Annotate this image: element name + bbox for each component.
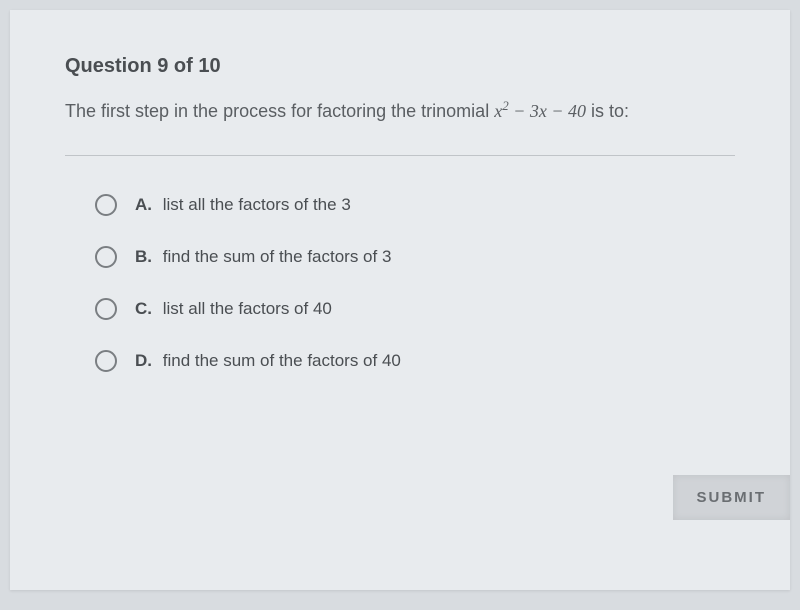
option-b[interactable]: B. find the sum of the factors of 3 [95, 246, 735, 268]
question-prompt: The first step in the process for factor… [65, 96, 735, 125]
radio-icon[interactable] [95, 246, 117, 268]
question-number: Question 9 of 10 [65, 55, 735, 78]
option-c[interactable]: C. list all the factors of 40 [95, 298, 735, 320]
math-expression: x2 − 3x − 40 [494, 101, 586, 121]
prompt-text-after: is to: [586, 101, 629, 121]
option-a[interactable]: A. list all the factors of the 3 [95, 194, 735, 216]
prompt-text-before: The first step in the process for factor… [65, 101, 494, 121]
radio-icon[interactable] [95, 350, 117, 372]
option-label: D. find the sum of the factors of 40 [135, 351, 401, 371]
quiz-card: Question 9 of 10 The first step in the p… [10, 10, 790, 590]
options-list: A. list all the factors of the 3 B. find… [65, 194, 735, 372]
option-label: B. find the sum of the factors of 3 [135, 247, 391, 267]
option-label: A. list all the factors of the 3 [135, 195, 351, 215]
submit-button[interactable]: SUBMIT [673, 475, 791, 520]
option-label: C. list all the factors of 40 [135, 299, 332, 319]
radio-icon[interactable] [95, 194, 117, 216]
radio-icon[interactable] [95, 298, 117, 320]
divider [65, 155, 735, 156]
option-d[interactable]: D. find the sum of the factors of 40 [95, 350, 735, 372]
